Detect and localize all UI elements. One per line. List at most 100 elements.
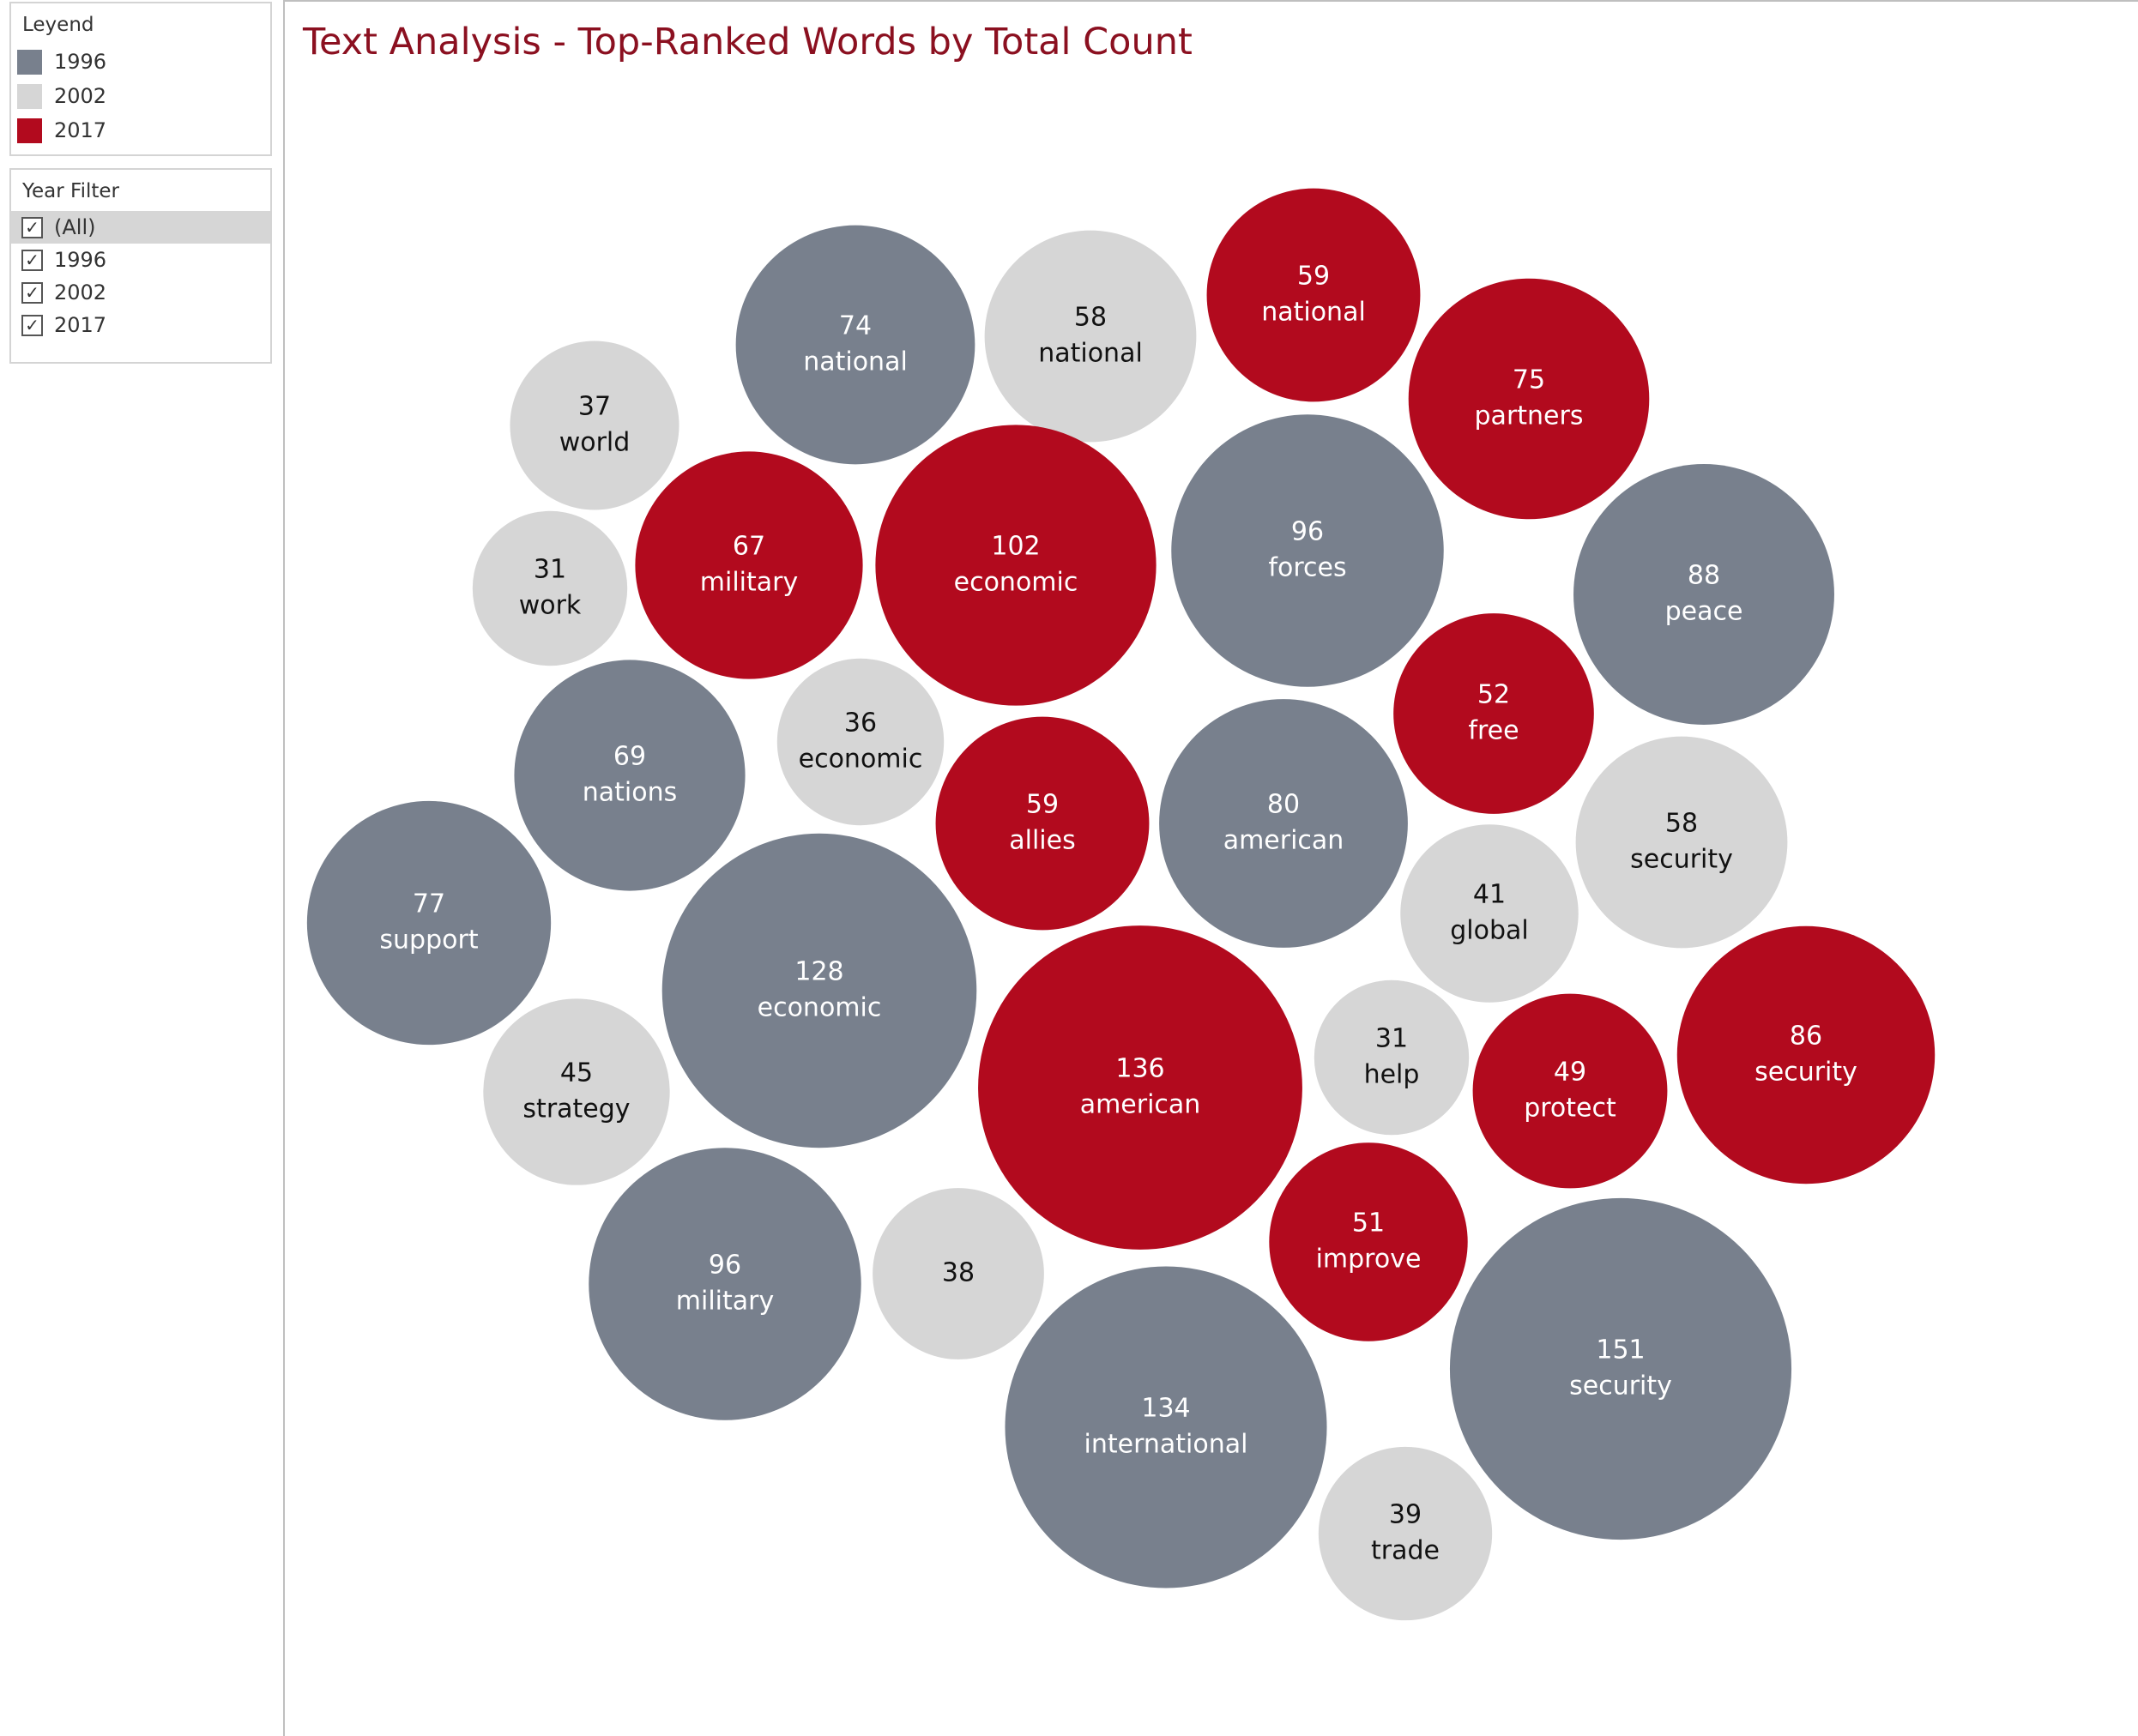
bubble-word-label: forces [1268,553,1346,583]
bubble-circle[interactable] [984,230,1197,443]
legend-swatch-2017 [17,118,42,143]
checkbox-1996[interactable]: ✓ [21,249,43,271]
bubble-allies-2017[interactable]: 59 allies [935,716,1150,931]
bubble-national-2017[interactable]: 59 national [1206,188,1421,402]
bubble-military-1996[interactable]: 96 military [589,1148,861,1420]
bubble-protect-2017[interactable]: 49 protect [1472,993,1668,1189]
bubble-count-label: 96 [1291,517,1324,547]
bubble-economic-2017[interactable]: 102 economic [875,425,1157,706]
filter-option-2017[interactable]: ✓ 2017 [11,309,270,341]
bubble-circle[interactable] [978,925,1302,1250]
bubble-circle[interactable] [735,225,975,465]
bubble-circle[interactable] [472,510,628,666]
filter-label-1996: 1996 [54,248,107,272]
bubble-circle[interactable] [1269,1142,1468,1341]
year-filter-panel: Year Filter ✓ (All) ✓ 1996 ✓ 2002 ✓ 2017 [9,168,272,364]
bubble-improve-2017[interactable]: 51 improve [1269,1142,1468,1341]
bubble-circle[interactable] [1206,188,1421,402]
bubble-circle[interactable] [1472,993,1668,1189]
bubble-work-2002[interactable]: 31 work [472,510,628,666]
legend-item-2017[interactable]: 2017 [11,113,270,148]
bubble-count-label: 31 [1375,1024,1408,1054]
bubble-military-2017[interactable]: 67 military [635,451,863,679]
bubble-circle[interactable] [1393,613,1594,814]
bubble-word-label: support [379,925,478,955]
bubble-circle[interactable] [875,425,1157,706]
bubble-national-1996[interactable]: 74 national [735,225,975,465]
bubble-count-label: 69 [613,742,646,772]
bubble-word-label: security [1754,1058,1857,1088]
bubble-support-1996[interactable]: 77 support [306,800,552,1046]
bubble-circle[interactable] [1676,925,1936,1184]
bubble-security-1996[interactable]: 151 security [1449,1197,1792,1540]
bubble-circle[interactable] [306,800,552,1046]
bubble-american-2017[interactable]: 136 american [978,925,1302,1250]
bubble-circle[interactable] [935,716,1150,931]
legend-item-2002[interactable]: 2002 [11,79,270,113]
filter-label-2017: 2017 [54,313,107,337]
bubble-circle[interactable] [1408,278,1650,520]
bubble-world-2002[interactable]: 37 world [510,341,679,510]
bubble-word-label: national [803,347,908,377]
bubble-word-label: national [1038,339,1143,369]
checkbox-2002[interactable]: ✓ [21,281,43,304]
bubble-free-2017[interactable]: 52 free [1393,613,1594,814]
bubble-count-label: 136 [1115,1054,1164,1084]
bubble-circle[interactable] [776,658,945,826]
top-border [283,0,2138,2]
bubble-word-label: help [1364,1060,1420,1090]
bubble-circle[interactable] [1314,980,1470,1136]
bubble-count-label: 36 [844,708,877,738]
checkbox-2017[interactable]: ✓ [21,314,43,336]
bubble-circle[interactable] [1575,736,1788,949]
bubble-economic-1996[interactable]: 128 economic [661,833,977,1148]
bubble-count-label: 51 [1352,1209,1385,1239]
bubble-circle[interactable] [514,660,746,891]
bubble-word-label: global [1450,916,1529,946]
bubble-strategy-2002[interactable]: 45 strategy [483,998,670,1185]
chart-title: Text Analysis - Top-Ranked Words by Tota… [303,21,1193,63]
bubble-word-label: american [1223,826,1344,856]
bubble-partners-2017[interactable]: 75 partners [1408,278,1650,520]
bubble-national-2002[interactable]: 58 national [984,230,1197,443]
bubble-american-1996[interactable]: 80 american [1159,699,1408,948]
check-icon: ✓ [25,282,39,303]
bubble-international-1996[interactable]: 134 international [1005,1266,1327,1588]
legend-item-1996[interactable]: 1996 [11,45,270,79]
bubble-economic-2002[interactable]: 36 economic [776,658,945,826]
bubble-circle[interactable] [635,451,863,679]
sidebar-divider [283,0,285,1736]
bubble-security-2002[interactable]: 58 security [1575,736,1788,949]
bubble-circle[interactable] [1171,414,1444,687]
bubble-circle[interactable] [510,341,679,510]
bubble-count-label: 88 [1688,561,1720,591]
bubble-circle[interactable] [1318,1446,1493,1621]
bubble-circle[interactable] [1449,1197,1792,1540]
bubble-circle[interactable] [661,833,977,1148]
bubble-help-2002[interactable]: 31 help [1314,980,1470,1136]
bubble-word-label: strategy [522,1094,630,1124]
checkbox-all[interactable]: ✓ [21,216,43,238]
bubble-security-2017[interactable]: 86 security [1676,925,1936,1184]
bubble-word-label: peace [1665,597,1743,627]
bubble-circle[interactable] [1159,699,1408,948]
bubble-word-label: allies [1009,826,1075,856]
bubble-forces-1996[interactable]: 96 forces [1171,414,1444,687]
filter-option-2002[interactable]: ✓ 2002 [11,276,270,309]
bubble-circle[interactable] [589,1148,861,1420]
filter-option-all[interactable]: ✓ (All) [11,211,270,244]
bubble-nations-1996[interactable]: 69 nations [514,660,746,891]
bubble-count-label: 37 [578,392,611,422]
filter-option-1996[interactable]: ✓ 1996 [11,244,270,276]
bubble-global-2002[interactable]: 41 global [1400,824,1579,1003]
bubble-circle[interactable] [1573,464,1834,725]
bubble-circle[interactable] [483,998,670,1185]
bubble-circle[interactable] [1005,1266,1327,1588]
bubble-circle[interactable] [1400,824,1579,1003]
bubble-trade-2002[interactable]: 39 trade [1318,1446,1493,1621]
bubble-unlabeled-2002[interactable]: 38 [873,1188,1044,1359]
bubble-word-label: national [1261,298,1366,328]
bubble-circle[interactable] [873,1188,1044,1359]
bubble-peace-1996[interactable]: 88 peace [1573,464,1834,725]
